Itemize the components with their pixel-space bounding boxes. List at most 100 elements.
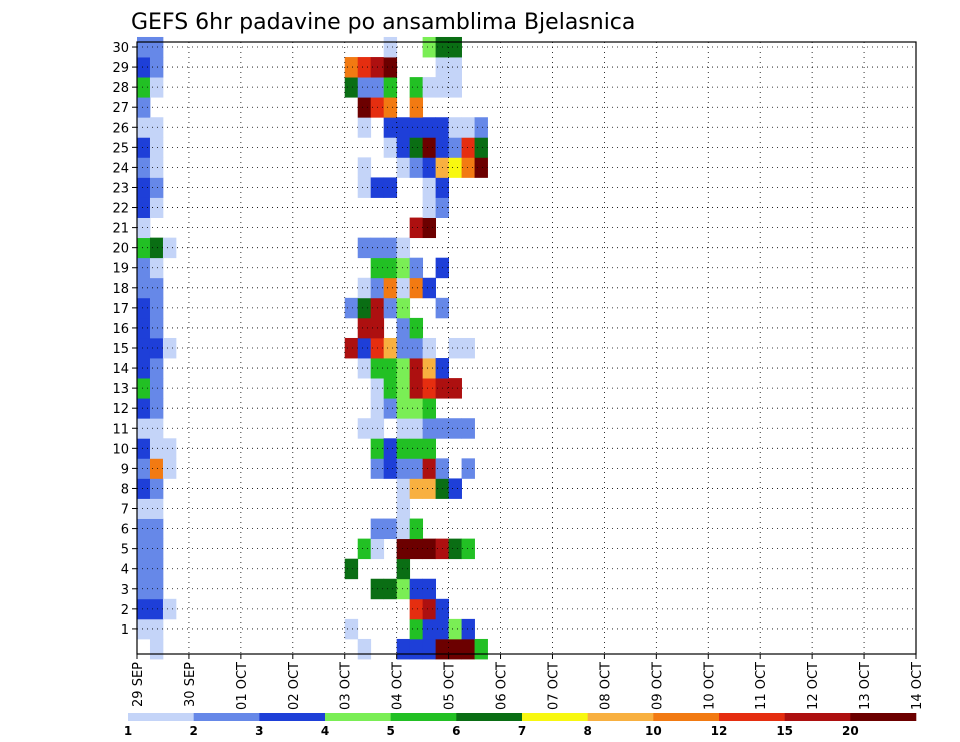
heatmap-cell [137, 538, 151, 560]
x-tick-label: 08 OCT [598, 662, 613, 710]
heatmap-cell [357, 177, 372, 198]
heatmap-cell [448, 378, 462, 399]
heatmap-cell [344, 297, 359, 319]
heatmap-cell [149, 317, 164, 339]
heatmap-cell [409, 378, 424, 399]
y-tick-label: 7 [121, 503, 129, 518]
heatmap-cell [409, 478, 424, 499]
x-tick-label: 02 OCT [287, 662, 302, 710]
y-tick-label: 20 [112, 242, 129, 257]
heatmap-cell [383, 458, 398, 479]
heatmap-cell [383, 237, 398, 259]
color-legend: 1 2 3 4 5 6 7 8 10 12 15 20 [124, 713, 917, 738]
legend-label: 7 [518, 724, 526, 738]
heatmap-cell [137, 438, 151, 459]
heatmap-cell [461, 418, 475, 439]
heatmap-cell [396, 117, 411, 138]
legend-swatch [850, 713, 917, 721]
y-tick-label: 4 [121, 563, 129, 578]
heatmap-cell [396, 237, 411, 259]
heatmap-cell [149, 157, 164, 178]
heatmap-cell [149, 618, 164, 640]
heatmap-cell [422, 36, 437, 58]
heatmap-cell [149, 398, 164, 419]
heatmap-cell [357, 57, 372, 78]
heatmap-cell [409, 217, 424, 239]
heatmap-cell [461, 638, 475, 660]
heatmap-cell [383, 77, 398, 98]
x-tick-label: 10 OCT [702, 662, 717, 710]
heatmap-cell [396, 418, 411, 439]
heatmap-cell [422, 157, 437, 178]
heatmap-cell [383, 36, 398, 58]
heatmap-cell [474, 638, 488, 660]
heatmap-cell [149, 137, 164, 158]
legend-swatch [522, 713, 588, 721]
y-tick-label: 29 [112, 61, 129, 76]
y-tick-label: 9 [121, 462, 129, 477]
heatmap-cell [357, 117, 372, 138]
heatmap-cell [383, 578, 398, 600]
heatmap-cell [383, 137, 398, 158]
heatmap-cell [409, 358, 424, 379]
heatmap-cell [149, 177, 164, 198]
heatmap-cell [409, 618, 424, 640]
y-tick-label: 26 [112, 121, 129, 136]
heatmap-cell [149, 498, 164, 519]
heatmap-cell [396, 558, 411, 580]
x-tick-label: 12 OCT [806, 662, 821, 710]
heatmap-cell [149, 458, 164, 479]
heatmap-cell [461, 538, 475, 560]
heatmap-cell [422, 578, 437, 600]
heatmap-cell [422, 418, 437, 439]
legend-swatch [390, 713, 457, 721]
heatmap-cell [396, 257, 411, 279]
grid-lines [137, 42, 916, 654]
x-tick-label: 05 OCT [443, 662, 458, 710]
heatmap-cell [409, 458, 424, 479]
legend-label: 10 [645, 724, 662, 738]
heatmap-cell [162, 598, 177, 620]
heatmap-cell [137, 578, 151, 600]
heatmap-cell [396, 538, 411, 560]
heatmap-cell [422, 438, 437, 459]
legend-swatch [128, 713, 194, 721]
heatmap-cell [409, 638, 424, 660]
x-tick-label: 01 OCT [235, 662, 250, 710]
heatmap-cell [409, 578, 424, 600]
y-tick-label: 17 [112, 302, 129, 317]
heatmap-cell [357, 277, 372, 299]
heatmap-cell [383, 398, 398, 419]
heatmap-cell [448, 418, 462, 439]
heatmap-cell [448, 36, 462, 58]
heatmap-cell [149, 418, 164, 439]
heatmap-cell [396, 438, 411, 459]
heatmap-cell [383, 117, 398, 138]
heatmap-cell [422, 398, 437, 419]
heatmap-cell [137, 378, 151, 399]
heatmap-cell [149, 117, 164, 138]
y-tick-label: 14 [112, 362, 129, 377]
x-tick-label: 13 OCT [858, 662, 873, 710]
heatmap-cell [409, 117, 424, 138]
heatmap-cell [409, 157, 424, 178]
heatmap-cell [149, 237, 164, 259]
heatmap-cell [357, 418, 372, 439]
heatmap-cell [344, 618, 359, 640]
heatmap-cell [383, 297, 398, 319]
heatmap-cell [422, 458, 437, 479]
x-tick-label: 09 OCT [650, 662, 665, 710]
heatmap-cell [149, 578, 164, 600]
y-tick-label: 22 [112, 202, 129, 217]
y-tick-label: 8 [121, 482, 129, 497]
legend-label: 1 [124, 724, 132, 738]
heatmap-cell [149, 538, 164, 560]
heatmap-cell [162, 337, 177, 359]
heatmap-cell [448, 538, 462, 560]
heatmap-cell [149, 478, 164, 499]
legend-swatch [653, 713, 720, 721]
heatmap-cell [137, 177, 151, 198]
heatmap-cell [409, 518, 424, 540]
heatmap-cell [448, 157, 462, 178]
